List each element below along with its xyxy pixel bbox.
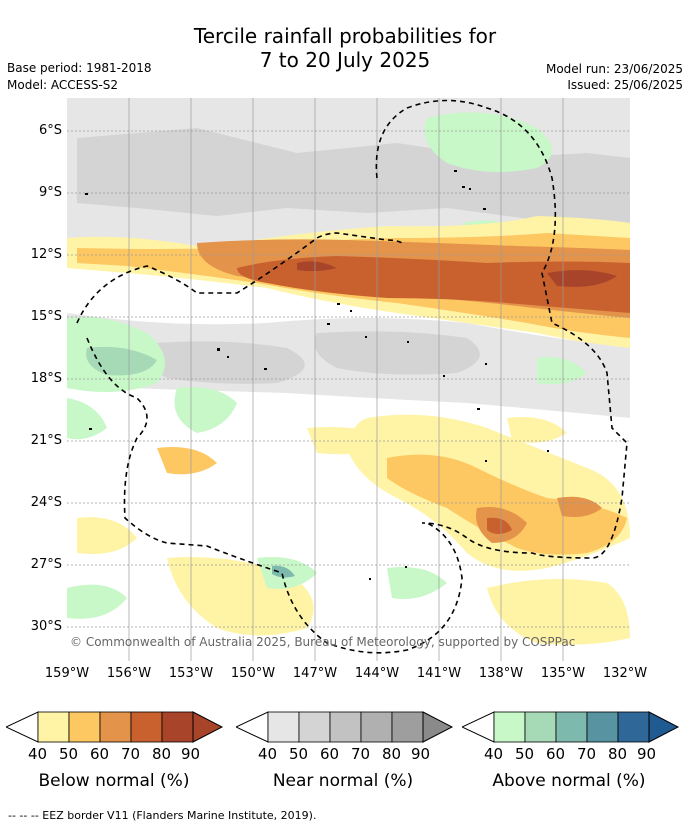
lat-label-24s: 24°S [30, 495, 62, 510]
lon-label-147w: 147°W [292, 666, 338, 681]
below-normal-band-80 [297, 261, 617, 287]
cb-near-tick-40: 40 [258, 745, 278, 763]
colorbar-near-normal [236, 711, 454, 743]
lon-label-153w: 153°W [168, 666, 214, 681]
cb-below-tick-50: 50 [59, 745, 79, 763]
cb-near-tick-60: 60 [320, 745, 340, 763]
model-run: Model run: 23/06/2025 [545, 62, 683, 76]
lon-label-144w: 144°W [354, 666, 400, 681]
cb-above-tick-50: 50 [515, 745, 535, 763]
lon-label-156w: 156°W [106, 666, 152, 681]
base-period: Base period: 1981-2018 [7, 61, 152, 75]
copyright-notice: © Commonwealth of Australia 2025, Bureau… [70, 635, 576, 649]
map-gridlines [67, 98, 630, 661]
lon-label-141w: 141°W [416, 666, 462, 681]
above-normal-ne-region [424, 112, 552, 172]
lon-label-159w: 159°W [44, 666, 90, 681]
cb-below-title: Below normal (%) [38, 771, 190, 791]
below-normal-band-70 [237, 256, 630, 313]
cb-above-tick-70: 70 [577, 745, 597, 763]
cb-below-tick-90: 90 [181, 745, 201, 763]
eez-borders [76, 99, 628, 654]
lon-label-138w: 138°W [478, 666, 524, 681]
colorbar-below-normal [6, 711, 224, 743]
cb-near-tick-90: 90 [411, 745, 431, 763]
cb-above-tick-60: 60 [546, 745, 566, 763]
map-title-line1: Tercile rainfall probabilities for [193, 24, 497, 48]
cb-below-tick-40: 40 [28, 745, 48, 763]
model-name: Model: ACCESS-S2 [7, 78, 119, 92]
lat-label-30s: 30°S [30, 619, 62, 634]
issued-date: Issued: 25/06/2025 [567, 78, 683, 92]
rainfall-probability-map [67, 98, 630, 661]
lat-label-12s: 12°S [30, 247, 62, 262]
cb-above-tick-90: 90 [637, 745, 657, 763]
cb-below-tick-60: 60 [90, 745, 110, 763]
cb-near-tick-80: 80 [382, 745, 402, 763]
below-normal-south-50 [387, 454, 627, 555]
islands [85, 170, 549, 580]
cb-near-tick-70: 70 [351, 745, 371, 763]
lat-label-18s: 18°S [30, 371, 62, 386]
lat-label-15s: 15°S [30, 309, 62, 324]
map-title-line2: 7 to 20 July 2025 [259, 48, 431, 72]
cb-below-tick-70: 70 [121, 745, 141, 763]
near-normal-north-core [77, 128, 630, 228]
cb-below-tick-80: 80 [152, 745, 172, 763]
lon-label-132w: 132°W [602, 666, 648, 681]
lat-label-21s: 21°S [30, 433, 62, 448]
lat-label-9s: 9°S [38, 185, 62, 200]
cb-near-tick-50: 50 [289, 745, 309, 763]
lat-label-27s: 27°S [30, 557, 62, 572]
colorbar-above-normal [462, 711, 680, 743]
eez-legend-footer: -- -- -- EEZ border V11 (Flanders Marine… [8, 809, 317, 822]
lat-label-6s: 6°S [38, 123, 62, 138]
cb-above-tick-80: 80 [608, 745, 628, 763]
lon-label-150w: 150°W [230, 666, 276, 681]
lon-label-135w: 135°W [540, 666, 586, 681]
cb-above-title: Above normal (%) [492, 771, 646, 791]
cb-above-tick-40: 40 [484, 745, 504, 763]
eez-border-kiribati [375, 99, 628, 559]
eez-border-cook-islands [76, 232, 403, 324]
cb-near-title: Near normal (%) [272, 771, 414, 791]
